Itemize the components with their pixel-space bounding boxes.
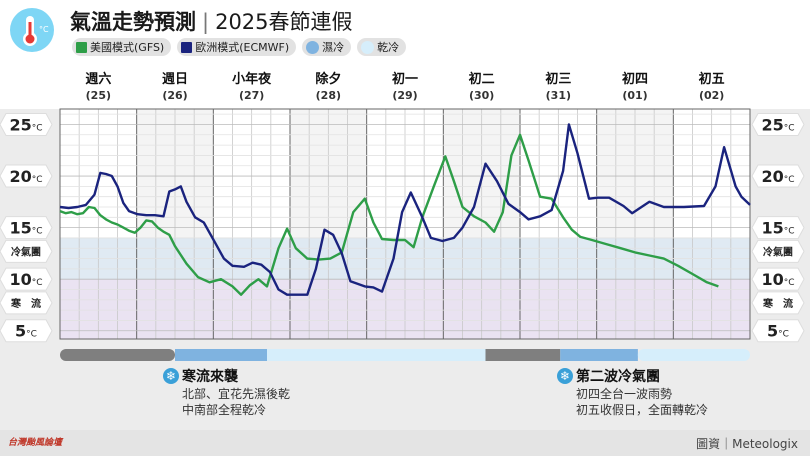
day-label: 週六 [85,71,111,87]
date-label: (31) [546,89,571,102]
y-tick-label-left: 15°C [0,216,53,240]
date-label: (01) [622,89,647,102]
date-label: (27) [239,89,264,102]
svg-text:寒 流: 寒 流 [762,297,793,310]
svg-text:寒 流: 寒 流 [10,297,41,310]
header: °C 氣溫走勢預測 | 2025春節連假 美國模式(GFS) 歐洲模式(ECMWF) 濕… [0,0,810,62]
band-label-right: 寒 流 [751,291,805,315]
band-label-left: 冷氣團 [0,239,53,263]
legend-label: 乾冷 [377,41,400,54]
svg-text:°C: °C [39,25,49,34]
band-label-right: 冷氣團 [751,239,805,263]
title-subtitle: 2025春節連假 [215,10,353,34]
legend-item: 濕冷 [302,38,352,56]
data-credit: 圖資｜Meteologix [696,437,798,451]
svg-text:冷氣團: 冷氣團 [11,245,41,258]
y-tick-label-left: 10°C [0,267,53,291]
gfs-line [59,133,719,296]
legend-swatch [181,41,193,53]
note-title-second-front: ❄ 第二波冷氣團 [557,366,660,386]
brand-logo: 台灣颱風論壇 [8,438,63,448]
timeline-segment [267,349,486,361]
timeline-segment [560,349,638,361]
day-label: 小年夜 [232,71,272,87]
y-tick-label-left: 20°C [0,164,53,188]
y-tick-label-right: 25°C [751,112,805,136]
day-label: 初二 [469,71,495,87]
date-label: (26) [162,89,187,102]
day-label: 週日 [162,72,188,87]
y-tick-label-right: 10°C [751,267,805,291]
date-label: (29) [392,89,417,102]
timeline-segment [175,349,267,361]
page-title: 氣溫走勢預測 | 2025春節連假 [70,6,353,36]
legend-swatch [76,41,87,53]
legend-item: 美國模式(GFS) [72,38,172,56]
note-line: 初四全台一波雨勢 [576,387,673,401]
day-header-strip [0,62,810,109]
snowflake-icon: ❄ [557,368,573,384]
note-second-front-text: 初四全台一波雨勢 初五收假日，全面轉乾冷 [576,386,708,418]
legend-item: 乾冷 [357,38,407,56]
band-label-left: 寒 流 [0,291,53,315]
timeline-segment [637,349,750,361]
day-label: 初五 [699,71,725,87]
y-tick-label-left: 25°C [0,112,53,136]
temperature-chart: 週六 (25) 週日 (26) 小年夜 (27) 除夕 (28) 初一 (29) 初二 (30) 初三 (… [0,62,810,361]
legend-swatch [306,40,320,54]
note-title-cold-wave: ❄ 寒流來襲 [163,366,238,386]
title-main: 氣溫走勢預測 [70,10,196,34]
y-tick-label-right: 15°C [751,216,805,240]
date-label: (28) [316,89,341,102]
legend-label: 濕冷 [322,41,345,54]
day-label: 除夕 [315,71,341,87]
svg-text:冷氣團: 冷氣團 [763,245,793,258]
note-line: 北部、宜花先濕後乾 [182,387,291,401]
legend-label: 美國模式(GFS) [90,41,165,54]
date-label: (02) [699,89,724,102]
timeline-segment [60,349,175,361]
day-label: 初一 [392,71,418,87]
footer: 台灣颱風論壇 圖資｜Meteologix [0,430,810,456]
y-tick-label-left: 5°C [0,319,53,343]
legend-item: 歐洲模式(ECMWF) [177,38,297,56]
ecmwf-line [59,123,751,296]
legend: 美國模式(GFS) 歐洲模式(ECMWF) 濕冷 乾冷 [72,38,407,56]
thermometer-logo-icon: °C [10,8,54,52]
title-separator: | [202,10,210,34]
legend-swatch [361,40,375,54]
timeline-segment [485,349,561,361]
day-label: 初四 [622,71,648,87]
plot-frame [59,108,751,340]
snowflake-icon: ❄ [163,368,179,384]
note-cold-wave-text: 北部、宜花先濕後乾 中南部全程乾冷 [182,386,290,418]
date-label: (30) [469,89,494,102]
y-tick-label-right: 20°C [751,164,805,188]
note-line: 中南部全程乾冷 [182,403,267,417]
legend-label: 歐洲模式(ECMWF) [195,41,290,54]
day-label: 初三 [545,71,571,87]
note-line: 初五收假日，全面轉乾冷 [576,403,709,417]
date-label: (25) [86,89,111,102]
y-tick-label-right: 5°C [751,319,805,343]
